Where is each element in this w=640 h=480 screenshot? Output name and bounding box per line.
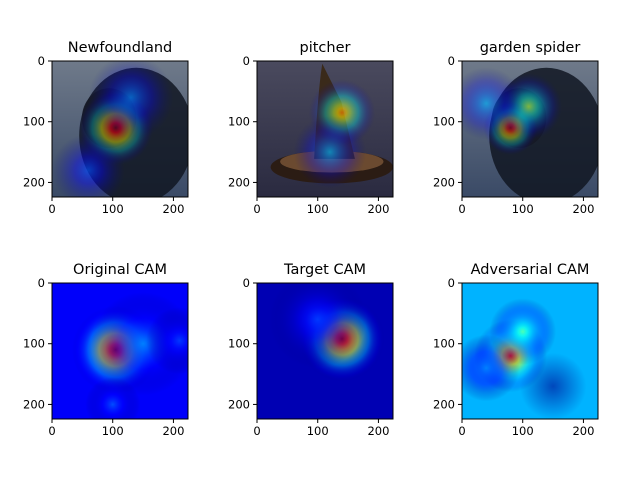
panel-title: Original CAM <box>73 262 167 278</box>
panel-image <box>52 283 188 419</box>
x-tick-label: 200 <box>572 202 594 216</box>
x-tick-label: 200 <box>367 424 389 438</box>
y-tick-label: 100 <box>23 115 45 129</box>
panel-image <box>462 61 598 197</box>
y-tick-label: 100 <box>433 115 455 129</box>
x-tick-label: 0 <box>458 424 465 438</box>
x-tick-label: 100 <box>307 424 329 438</box>
y-tick-label: 0 <box>243 276 250 290</box>
x-tick-label: 200 <box>162 424 184 438</box>
x-tick-label: 100 <box>307 202 329 216</box>
panel-image <box>52 61 188 197</box>
panel-title: Newfoundland <box>68 40 173 56</box>
x-tick-label: 0 <box>48 202 55 216</box>
x-tick-label: 100 <box>102 424 124 438</box>
x-tick-label: 100 <box>512 202 534 216</box>
x-tick-label: 200 <box>572 424 594 438</box>
y-tick-label: 100 <box>228 115 250 129</box>
axis-frame <box>51 282 189 420</box>
axis-frame <box>256 60 394 198</box>
axis-frame <box>256 282 394 420</box>
panel-title: garden spider <box>480 40 581 56</box>
y-tick-label: 0 <box>38 276 45 290</box>
x-tick-label: 200 <box>162 202 184 216</box>
y-tick-label: 200 <box>433 175 455 189</box>
x-tick-label: 100 <box>512 424 534 438</box>
axis-frame <box>461 282 599 420</box>
x-tick-label: 100 <box>102 202 124 216</box>
y-tick-label: 100 <box>433 337 455 351</box>
y-tick-label: 200 <box>433 397 455 411</box>
y-tick-label: 100 <box>23 337 45 351</box>
panel-title: pitcher <box>300 40 351 56</box>
panel-image <box>257 283 393 419</box>
y-tick-label: 0 <box>243 54 250 68</box>
x-tick-label: 0 <box>253 202 260 216</box>
x-tick-label: 200 <box>367 202 389 216</box>
y-tick-label: 0 <box>448 54 455 68</box>
panel-image <box>462 283 598 419</box>
y-tick-label: 200 <box>23 175 45 189</box>
x-tick-label: 0 <box>253 424 260 438</box>
y-tick-label: 200 <box>228 397 250 411</box>
y-tick-label: 100 <box>228 337 250 351</box>
x-tick-label: 0 <box>48 424 55 438</box>
x-tick-label: 0 <box>458 202 465 216</box>
axis-frame <box>51 60 189 198</box>
y-tick-label: 200 <box>23 397 45 411</box>
panel-image <box>257 61 393 197</box>
y-tick-label: 0 <box>38 54 45 68</box>
y-tick-label: 0 <box>448 276 455 290</box>
panel-title: Adversarial CAM <box>471 262 590 278</box>
panel-title: Target CAM <box>283 262 366 278</box>
axis-frame <box>461 60 599 198</box>
y-tick-label: 200 <box>228 175 250 189</box>
